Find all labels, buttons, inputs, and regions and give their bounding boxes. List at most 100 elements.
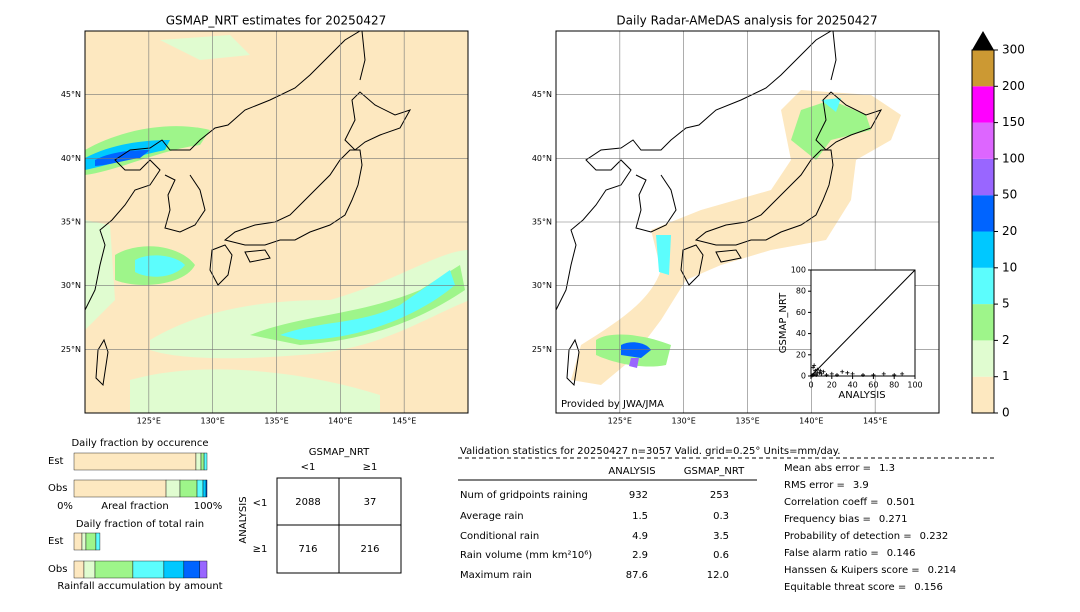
color-band [972,376,994,413]
map-frame [84,30,469,414]
x-tick-label: 60 [868,381,878,390]
credit: Provided by JWA/JMA [561,399,664,410]
segment [85,532,97,551]
value: 932 [629,490,648,501]
axis-label: Rainfall accumulation by amount [57,581,222,592]
axis-left: 0% [57,501,73,512]
segment [73,560,85,579]
segment [179,479,198,498]
score-value: 3.9 [853,480,869,491]
value: 3.5 [713,531,729,542]
value: 87.6 [626,570,648,581]
y-label: GSMAP_NRT [778,292,789,353]
color-band [972,304,994,341]
segment [203,452,208,471]
y-tick-label: 0 [801,372,806,381]
segment [200,452,205,471]
segment [94,560,134,579]
segment [196,479,204,498]
segment [163,560,185,579]
row-label: Average rain [460,511,524,522]
map-title: Daily Radar-AMeDAS analysis for 20250427 [616,14,877,28]
x-tick-label: 0 [808,381,813,390]
score-value: 0.214 [928,565,957,576]
value: 0.3 [713,511,729,522]
row-label: Conditional rain [460,531,539,542]
segment [73,532,83,551]
axis-label: Areal fraction [101,501,168,512]
y-tick-label: 25°N [61,345,81,354]
color-band [972,122,994,159]
score-label: Equitable threat score = [784,582,906,593]
point [835,372,839,377]
rain-field [571,90,901,385]
row-label: Est [48,456,64,467]
point [821,369,826,374]
segment [73,479,167,498]
point [840,369,845,374]
color-band [972,231,994,268]
point [811,365,816,370]
segment [81,532,87,551]
column-header: ANALYSIS [608,466,655,477]
y-tick-label: 30°N [532,281,552,290]
point [845,370,850,375]
point [815,367,820,372]
gsmap-map: GSMAP_NRT estimates for 20250427 125°E 13… [61,14,469,426]
x-tick-label: 125°E [608,417,632,426]
segment [132,560,165,579]
segment [205,479,208,498]
scatter-inset: ANALYSIS GSMAP_NRT 0 20 40 60 80 100 0 20 40 60 80… [778,266,923,402]
color-band [972,340,994,377]
score-label: Frequency bias = [784,514,871,525]
row-label: Obs [48,564,67,575]
x-tick-label: 130°E [672,417,696,426]
point [814,372,819,377]
y-tick-label: 20 [796,350,806,359]
tick-label: 5 [1002,297,1010,311]
col-label: ≥1 [363,462,378,473]
x-tick-label: 135°E [735,417,759,426]
stats-header: Validation statistics for 20250427 n=305… [460,446,840,457]
fraction-charts: Daily fraction by occurence 0% Areal fra… [48,438,223,592]
score-label: Mean abs error = [784,463,871,474]
map-frame [555,30,940,414]
cell: 716 [298,544,317,555]
point [818,368,823,373]
y-tick-label: 35°N [61,218,81,227]
x-tick-label: 20 [827,381,837,390]
row-label: Maximum rain [460,570,532,581]
point [829,371,834,376]
point [824,372,829,377]
x-label: ANALYSIS [838,390,885,401]
x-tick-label: 145°E [863,417,887,426]
value: 12.0 [707,570,729,581]
segment [83,560,96,579]
point [812,371,817,376]
score-value: 0.501 [887,497,916,508]
tick-label: 10 [1002,260,1017,274]
cell: 2088 [295,497,320,508]
color-band [972,158,994,196]
score-label: RMS error = [784,480,845,491]
cell: 216 [360,544,379,555]
color-band [972,86,994,123]
row-label: Rain volume (mm km²10⁶) [460,550,592,561]
point [813,368,818,373]
score-value: 0.146 [887,548,916,559]
point [819,371,824,376]
title: Daily fraction of total rain [76,519,204,530]
y-tick-label: 80 [796,287,806,296]
y-tick-label: 100 [791,266,806,275]
x-tick-label: 40 [848,381,858,390]
tick-label: 100 [1002,151,1025,165]
x-tick-label: 80 [889,381,899,390]
column-header: GSMAP_NRT [684,466,745,477]
value: 2.9 [632,550,648,561]
tick-label: 200 [1002,79,1025,93]
x-tick-label: 140°E [799,417,823,426]
statistics: Validation statistics for 20250427 n=305… [458,446,997,593]
x-tick-label: 135°E [264,417,288,426]
segment [183,560,201,579]
